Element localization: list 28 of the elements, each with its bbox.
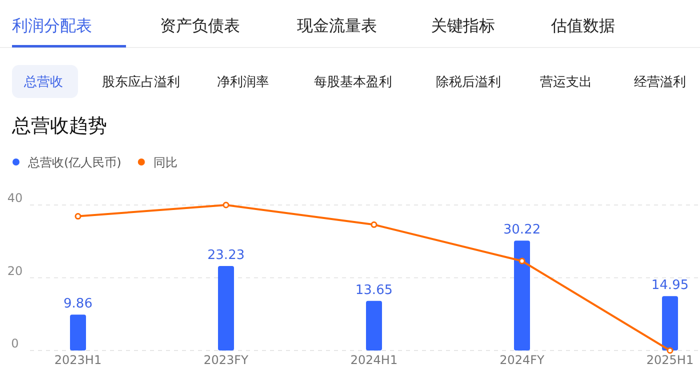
- y-tick-label: 0: [11, 336, 19, 350]
- legend-label: 同比: [153, 156, 178, 170]
- data-label: 9.86: [64, 296, 92, 312]
- y-tick-label: 40: [7, 191, 23, 205]
- text: 每股基本盈利: [314, 75, 392, 90]
- text: 净利润率: [217, 74, 269, 90]
- data-label: 14.95: [651, 278, 689, 294]
- data-label: 13.65: [355, 282, 393, 298]
- x-tick-label: 2023FY: [204, 353, 250, 367]
- data-label: 23.23: [207, 248, 245, 263]
- y-tick-label: 20: [7, 264, 23, 278]
- text: 资产负债表: [160, 16, 240, 35]
- text: 总营收: [23, 75, 63, 90]
- text: 估值数据: [550, 16, 615, 35]
- text: 利润分配表: [12, 16, 92, 35]
- text: 关键指标: [431, 16, 495, 35]
- text: 经营溢利: [634, 75, 686, 90]
- x-tick-label: 2024FY: [500, 353, 546, 367]
- data-label: 30.22: [503, 222, 541, 238]
- x-tick-label: 2024H1: [350, 353, 398, 367]
- legend-label: 总营收(亿人民币): [27, 156, 122, 170]
- x-tick-label: 2023H1: [54, 353, 102, 367]
- text: 营运支出: [540, 75, 592, 90]
- text: 股东应占溢利: [102, 74, 180, 90]
- text: 除税后溢利: [436, 75, 501, 90]
- chart-title: 总营收趋势: [11, 115, 107, 137]
- x-tick-label: 2025H1: [646, 353, 694, 367]
- text: 现金流量表: [297, 16, 377, 35]
